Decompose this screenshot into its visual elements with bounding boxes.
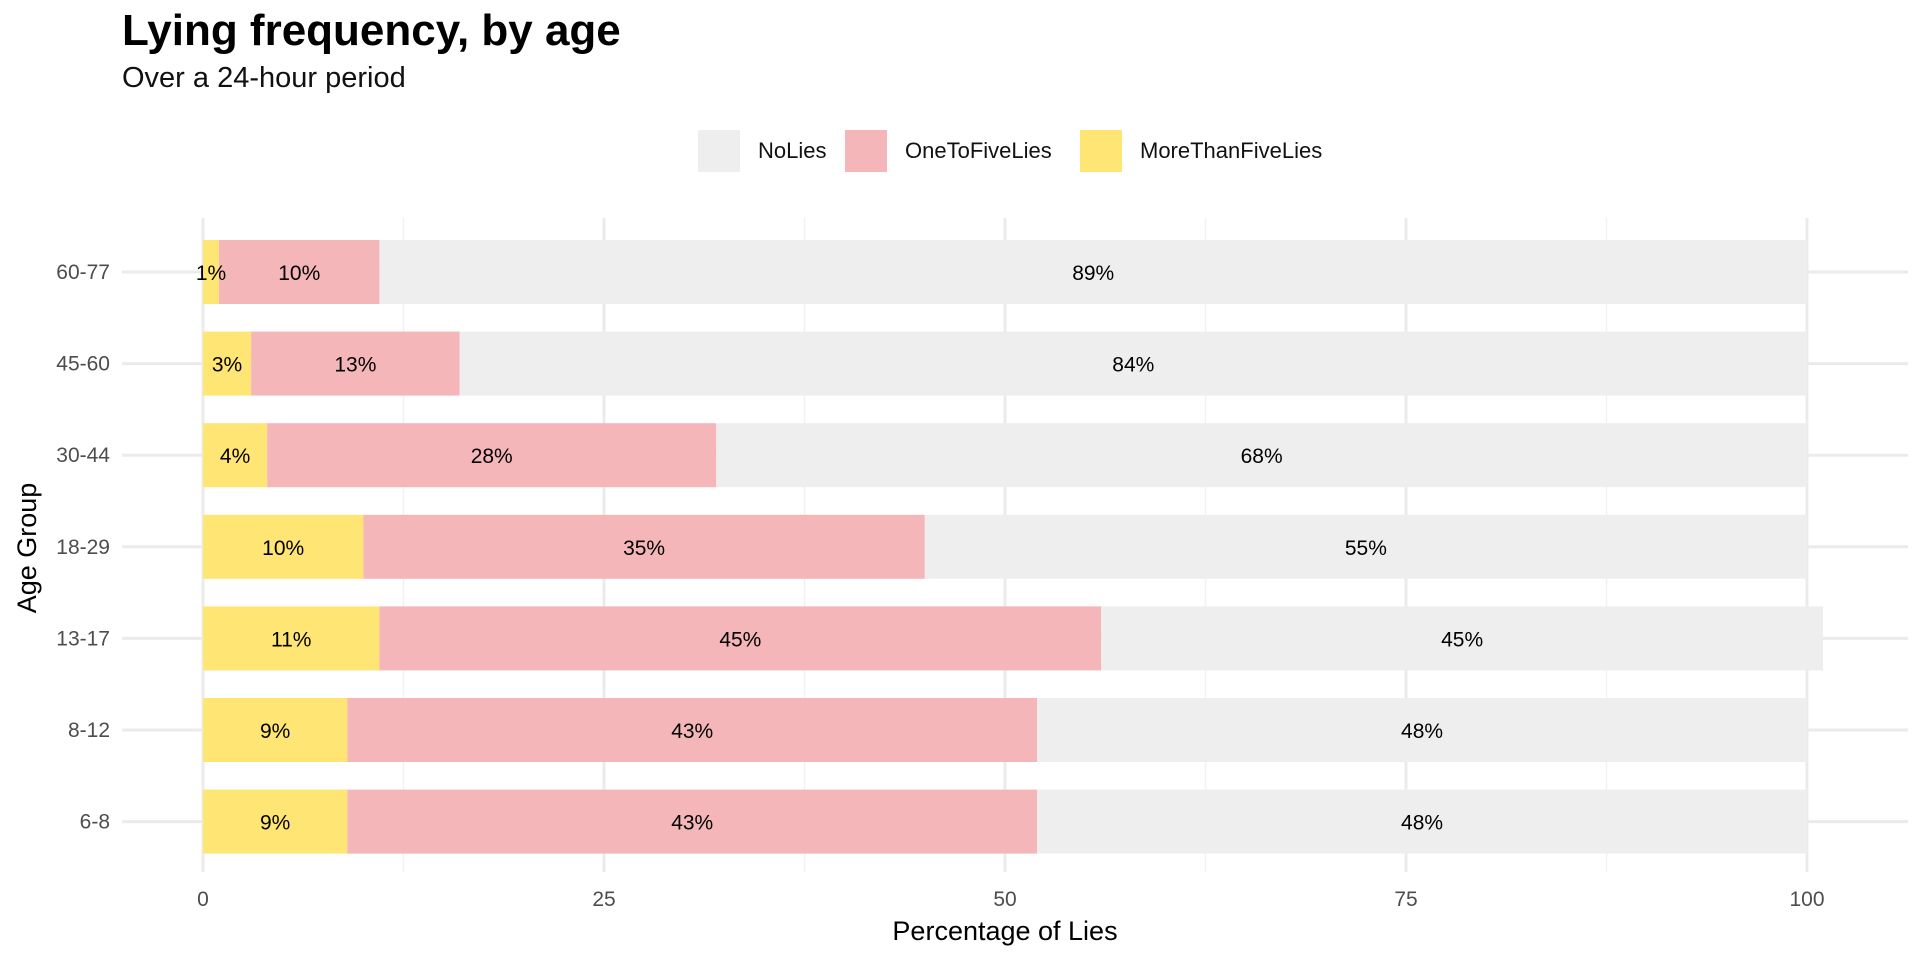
bar-data-label: 9% <box>260 720 290 743</box>
bar-data-label: 10% <box>262 537 304 560</box>
bar-data-label: 43% <box>671 812 713 835</box>
bar-segment-onetofivelies <box>267 423 717 488</box>
bar-data-label: 9% <box>260 812 290 835</box>
bar-data-label: 48% <box>1401 812 1443 835</box>
bar-segment-morethanfivelies <box>203 606 380 671</box>
bar-data-label: 45% <box>1441 628 1483 651</box>
bar-segment-onetofivelies <box>363 514 925 579</box>
bar-segment-morethanfivelies <box>203 240 220 304</box>
legend-item-onetofivelies: OneToFiveLies <box>845 130 1052 172</box>
bar-data-label: 48% <box>1401 720 1443 743</box>
y-tick-label: 45-60 <box>56 353 110 376</box>
y-tick-label: 30-44 <box>56 444 110 467</box>
chart-subtitle: Over a 24-hour period <box>122 62 406 94</box>
bar-data-label: 43% <box>671 720 713 743</box>
bar-segment-nolies <box>924 514 1807 579</box>
bar-segment-nolies <box>1101 606 1824 671</box>
bar-data-label: 89% <box>1072 262 1114 285</box>
y-tick-label: 13-17 <box>56 627 110 650</box>
y-axis-title: Age Group <box>12 483 42 614</box>
legend: NoLies OneToFiveLies MoreThanFiveLies <box>0 126 1920 174</box>
legend-key-onetofivelies <box>845 130 887 172</box>
chart-title: Lying frequency, by age <box>122 6 621 55</box>
legend-label-onetofivelies: OneToFiveLies <box>905 138 1052 163</box>
bar-data-label: 3% <box>212 354 242 377</box>
bar-segment-nolies <box>1037 698 1807 762</box>
legend-label-nolies: NoLies <box>758 138 827 163</box>
legend-item-nolies: NoLies <box>698 130 826 172</box>
bar-data-label: 1% <box>196 262 226 285</box>
legend-item-morethanfivelies: MoreThanFiveLies <box>1080 130 1322 172</box>
bar-segment-nolies <box>459 331 1807 396</box>
bar-data-label: 68% <box>1241 445 1283 468</box>
bar-data-label: 35% <box>623 537 665 560</box>
bar-data-label: 45% <box>719 628 761 651</box>
x-tick-label: 75 <box>1394 888 1417 911</box>
bar-data-label: 4% <box>220 445 250 468</box>
y-tick-label: 6-8 <box>80 811 110 834</box>
bar-segment-onetofivelies <box>347 698 1038 762</box>
legend-label-morethanfivelies: MoreThanFiveLies <box>1140 138 1323 163</box>
bar-segment-nolies <box>1037 789 1807 854</box>
bar-segment-onetofivelies <box>347 789 1038 854</box>
x-axis-title: Percentage of Lies <box>892 916 1117 946</box>
bar-segment-onetofivelies <box>219 240 380 304</box>
legend-key-morethanfivelies <box>1080 130 1122 172</box>
bar-segment-nolies <box>379 240 1808 304</box>
y-tick-label: 18-29 <box>56 536 110 559</box>
bar-data-label: 55% <box>1345 537 1387 560</box>
bar-segment-nolies <box>716 423 1807 488</box>
bar-data-label: 11% <box>271 628 311 651</box>
bar-segment-morethanfivelies <box>203 789 348 854</box>
bar-data-label: 10% <box>278 262 320 285</box>
bar-data-label: 13% <box>334 354 376 377</box>
bar-data-label: 28% <box>471 445 513 468</box>
legend-key-nolies <box>698 130 740 172</box>
x-tick-label: 0 <box>197 888 209 911</box>
x-tick-label: 25 <box>592 888 615 911</box>
bar-segment-morethanfivelies <box>203 331 252 396</box>
x-tick-label: 50 <box>993 888 1016 911</box>
bar-segment-onetofivelies <box>379 606 1102 671</box>
bar-segment-onetofivelies <box>251 331 460 396</box>
x-tick-label: 100 <box>1789 888 1824 911</box>
bar-segment-morethanfivelies <box>203 423 268 488</box>
y-tick-label: 60-77 <box>56 261 110 284</box>
bar-segment-morethanfivelies <box>203 514 364 579</box>
y-tick-label: 8-12 <box>68 719 110 742</box>
bar-data-label: 84% <box>1112 354 1154 377</box>
bar-segment-morethanfivelies <box>203 698 348 762</box>
